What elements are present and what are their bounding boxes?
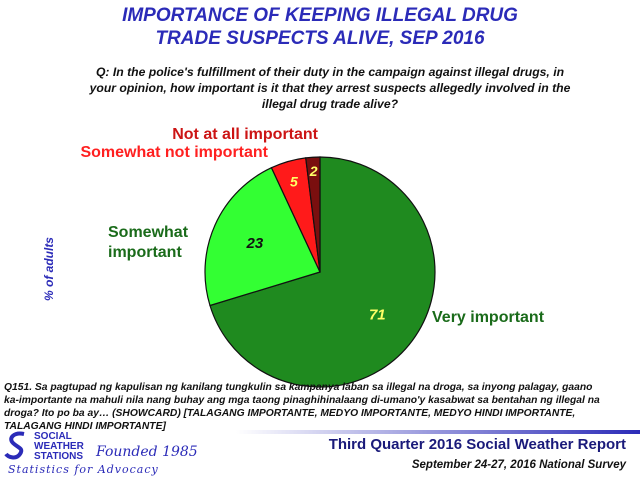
logo-founded: Founded 1985 <box>96 444 198 460</box>
footnote: Q151. Sa pagtupad ng kapulisan ng kanila… <box>4 381 636 433</box>
pie-slice-somewhat-important <box>204 166 321 307</box>
slice-value-somewhat-important: 23 <box>246 235 264 252</box>
footnote-line-1: Q151. Sa pagtupad ng kapulisan ng kanila… <box>4 382 593 393</box>
logo-line-2: WEATHER <box>34 441 84 452</box>
pie-slice-not-at-all-important <box>305 156 321 273</box>
slice-value-very-important: 71 <box>369 306 386 323</box>
logo-tagline: Statistics for Advocacy <box>8 463 159 476</box>
footer-divider <box>236 430 640 434</box>
slice-value-not-at-all-important: 2 <box>309 163 318 179</box>
logo-line-3: STATIONS <box>34 451 84 462</box>
slice-value-somewhat-not-important: 5 <box>290 173 298 189</box>
slice-label-not-at-all-important: Not at all important <box>172 126 318 143</box>
footnote-line-4: TALAGANG HINDI IMPORTANTE] <box>4 421 166 432</box>
sws-logo-text: SOCIAL WEATHER STATIONS <box>34 432 84 462</box>
logo-line-1: SOCIAL <box>34 431 72 442</box>
sws-logo: SOCIAL WEATHER STATIONS Founded 1985 Sta… <box>4 430 234 478</box>
slice-label-somewhat-important: Somewhat important <box>108 224 189 261</box>
slice-label-very-important: Very important <box>432 309 545 326</box>
slice-label-somewhat-not-important: Somewhat not important <box>80 144 268 161</box>
pie-slice-very-important <box>209 156 436 388</box>
question-line-2: your opinion, how important is it that t… <box>89 81 571 95</box>
survey-question: Q: In the police's fulfillment of their … <box>40 64 620 112</box>
sws-logo-mark-icon <box>4 431 25 460</box>
title-line-2: TRADE SUSPECTS ALIVE, SEP 2016 <box>155 28 485 49</box>
title-line-1: IMPORTANCE OF KEEPING ILLEGAL DRUG <box>122 5 518 26</box>
chart-title: IMPORTANCE OF KEEPING ILLEGAL DRUG TRADE… <box>0 4 640 50</box>
footnote-line-3: droga? Ito po ba ay… (SHOWCARD) [TALAGAN… <box>4 408 576 419</box>
report-date: September 24-27, 2016 National Survey <box>411 459 626 471</box>
question-line-3: illegal drug trade alive? <box>261 97 399 111</box>
report-title: Third Quarter 2016 Social Weather Report <box>328 436 626 453</box>
question-line-1: Q: In the police's fulfillment of their … <box>95 65 565 79</box>
footnote-line-2: ka-importante na mahuli nila nang buhay … <box>4 395 600 406</box>
